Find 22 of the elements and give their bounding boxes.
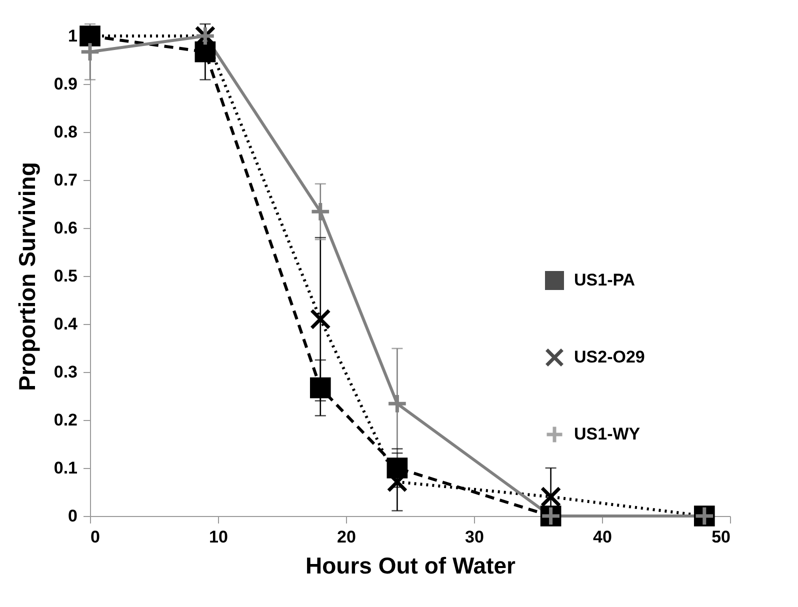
legend-label: US2-O29 (574, 348, 645, 366)
y-tick-label: 1 (68, 26, 78, 46)
x-tick-label: 50 (712, 528, 730, 546)
x-axis-title: Hours Out of Water (306, 552, 516, 578)
y-tick-label: 0.4 (54, 314, 78, 334)
x-tick-label: 0 (90, 528, 100, 546)
y-axis-title: Proportion Surviving (14, 162, 40, 391)
legend-label: US1-PA (574, 270, 636, 290)
x-tick-label: 20 (337, 528, 356, 546)
y-tick-label: 0.1 (54, 458, 78, 478)
y-tick-label: 0.7 (54, 170, 78, 190)
y-tick-label: 0.6 (54, 218, 78, 238)
legend-label: US1-WY (574, 424, 641, 444)
y-tick-label: 0.3 (54, 362, 78, 382)
y-tick-label: 0.5 (54, 266, 78, 286)
x-tick-label: 10 (209, 528, 228, 546)
y-tick-label: 0.9 (54, 74, 78, 94)
y-tick-label: 0.8 (54, 122, 78, 142)
y-tick-label: 0.2 (54, 410, 78, 430)
x-tick-label: 40 (593, 528, 612, 546)
y-tick-label: 0 (68, 506, 78, 526)
x-tick-label: 30 (465, 528, 484, 546)
